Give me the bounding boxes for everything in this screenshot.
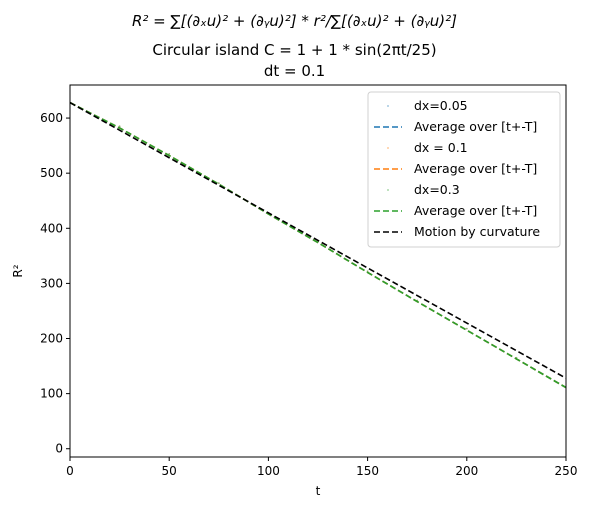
series-4-point-8 — [465, 327, 468, 330]
legend-entry-3: Average over [t+-T] — [414, 161, 537, 176]
series-0-point-2 — [168, 152, 171, 155]
y-tick-label-2: 200 — [40, 332, 63, 346]
x-tick-label-3: 150 — [356, 464, 379, 478]
y-axis-label: R² — [11, 264, 25, 277]
chart-subtitle: Circular island C = 1 + 1 * sin(2πt/25) — [152, 41, 437, 59]
series-0-point-1 — [118, 125, 121, 128]
x-tick-label-0: 0 — [66, 464, 74, 478]
series-2-point-2 — [168, 152, 171, 155]
y-tick-label-4: 400 — [40, 221, 63, 235]
series-5-line — [70, 101, 566, 389]
legend-entry-6: Motion by curvature — [414, 224, 540, 239]
legend-entry-1: Average over [t+-T] — [414, 119, 537, 134]
series-2-point-1 — [118, 125, 121, 128]
series-0-point-3 — [217, 182, 220, 184]
x-tick-label-4: 200 — [455, 464, 478, 478]
series-4-point-2 — [168, 152, 171, 155]
series-4-point-1 — [118, 125, 121, 128]
chart-title: R² = ∑[(∂ₓu)² + (∂ᵧu)²] * r²/∑[(∂ₓu)² + … — [131, 12, 458, 30]
legend-entry-5: Average over [t+-T] — [414, 203, 537, 218]
series-4-point-3 — [217, 182, 220, 184]
legend-marker-0 — [387, 105, 389, 107]
legend-marker-4 — [387, 189, 389, 191]
legend: dx=0.05 Average over [t+-T] dx = 0.1 Averag… — [367, 91, 561, 248]
chart-dt-label: dt = 0.1 — [263, 62, 326, 80]
legend-entry-0: dx=0.05 — [414, 98, 468, 113]
y-tick-label-3: 300 — [40, 276, 63, 290]
series-6-line — [70, 101, 566, 379]
x-tick-label-1: 50 — [162, 464, 177, 478]
legend-entry-2: dx = 0.1 — [414, 140, 468, 155]
ticks-layer: 0 50 100 150 200 250 0 100 200 300 400 500 600 — [40, 111, 577, 478]
y-tick-label-5: 500 — [40, 166, 63, 180]
legend-entry-4: dx=0.3 — [414, 182, 460, 197]
y-tick-label-1: 100 — [40, 387, 63, 401]
series-0-point-8 — [465, 327, 468, 330]
series-2-point-8 — [465, 327, 468, 330]
legend-marker-2 — [387, 147, 389, 149]
y-tick-label-0: 0 — [55, 442, 63, 456]
series-layer — [70, 101, 566, 389]
x-tick-label-5: 250 — [555, 464, 578, 478]
plot-frame — [69, 84, 567, 458]
x-axis-label: t — [316, 484, 321, 498]
y-tick-label-6: 600 — [40, 111, 63, 125]
x-tick-label-2: 100 — [257, 464, 280, 478]
legend-box — [367, 91, 561, 248]
series-2-point-3 — [217, 182, 220, 184]
